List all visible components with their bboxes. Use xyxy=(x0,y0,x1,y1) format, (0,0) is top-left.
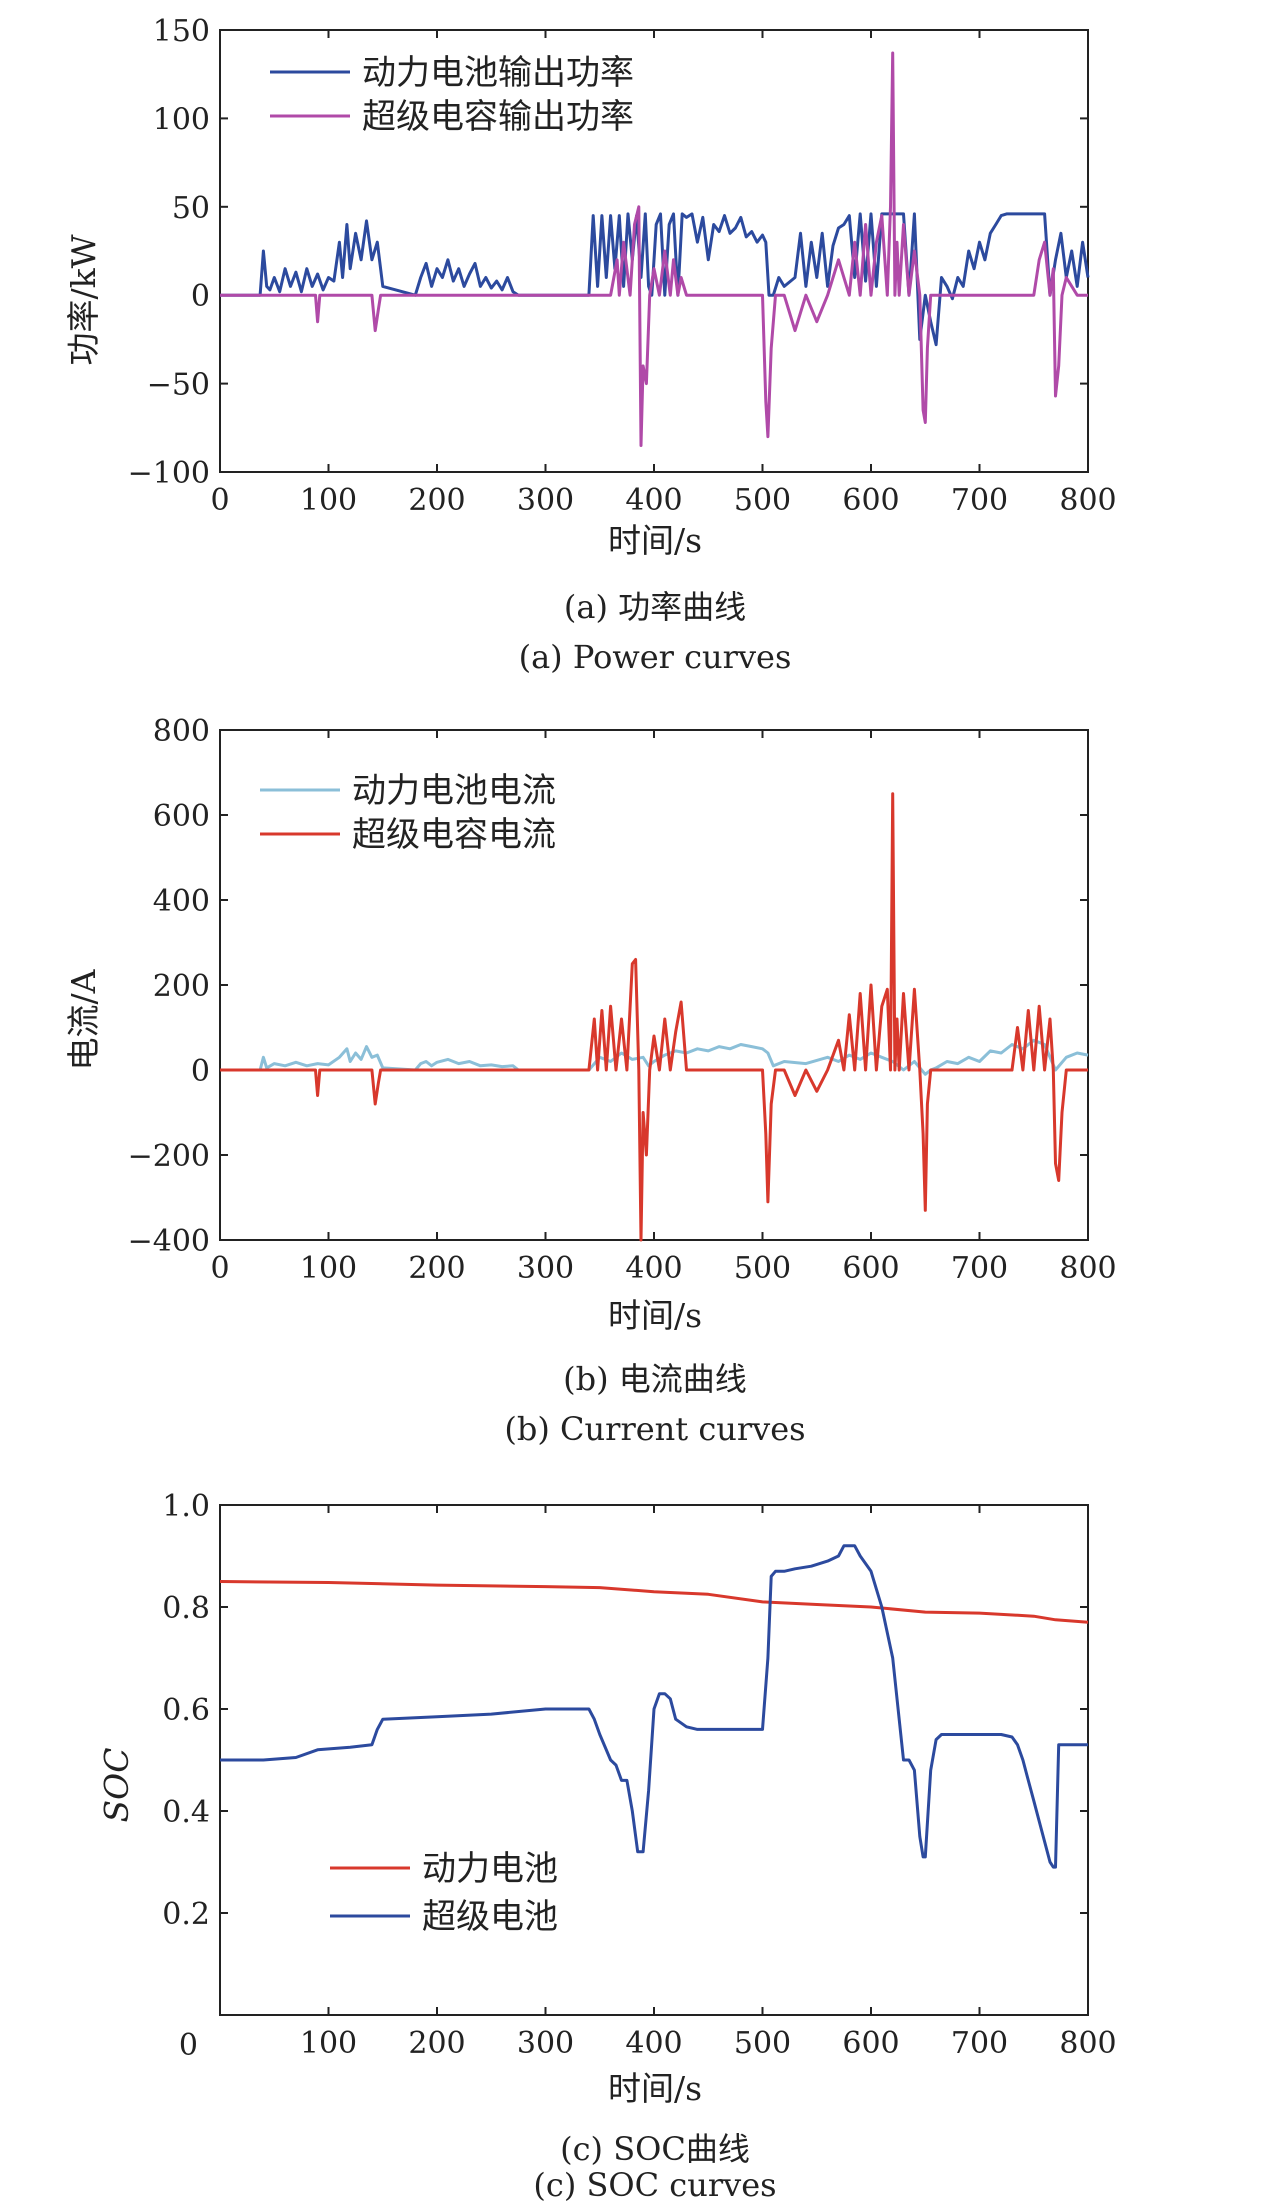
power-ytick-label: 150 xyxy=(153,14,210,49)
power-xtick-label: 300 xyxy=(517,483,574,518)
power-chart-caption-cn: (a) 功率曲线 xyxy=(564,588,746,626)
current-plot-frame xyxy=(219,729,1089,1241)
soc-plot-frame xyxy=(219,1504,1089,2016)
soc-series-1-line xyxy=(219,1580,1089,1624)
power-series-2-line xyxy=(220,51,1088,447)
power-xtick-label: 700 xyxy=(951,483,1008,518)
current-xtick-label: 400 xyxy=(625,1251,682,1286)
current-xtick-label: 700 xyxy=(951,1251,1008,1286)
soc-ytick-label: 0.4 xyxy=(162,1795,210,1830)
power-ytick-label: 0 xyxy=(191,279,210,314)
current-ytick-label: 400 xyxy=(153,884,210,919)
power-xtick-label: 200 xyxy=(408,483,465,518)
soc-ytick-label: 1.0 xyxy=(162,1489,210,1524)
current-xtick-label: 100 xyxy=(300,1251,357,1286)
soc-xtick-label: 700 xyxy=(951,2026,1008,2061)
current-ytick-label: 800 xyxy=(153,714,210,749)
soc-chart-xlabel: 时间/s xyxy=(608,2069,702,2108)
power-legend-label-2: 超级电容输出功率 xyxy=(362,97,634,137)
current-ytick-label: −400 xyxy=(128,1224,210,1259)
soc-chart-caption-en: (c) SOC curves xyxy=(533,2166,776,2203)
current-ytick-label: 600 xyxy=(153,799,210,834)
current-ytick-label: −200 xyxy=(128,1139,210,1174)
power-chart-ylabel: 功率/kW xyxy=(64,234,103,365)
power-ytick-label: 100 xyxy=(153,102,210,137)
current-chart-caption-cn: (b) 电流曲线 xyxy=(563,1360,747,1398)
current-ytick-label: 0 xyxy=(191,1054,210,1089)
power-ytick-label: −50 xyxy=(147,368,210,403)
current-chart-xlabel: 时间/s xyxy=(608,1296,702,1335)
power-xtick-label: 400 xyxy=(625,483,682,518)
soc-ytick-label: 0.2 xyxy=(162,1897,210,1932)
power-chart: 0 100 200 300 400 500 600 700 800 −100 −50 0 50 100 15… xyxy=(128,14,1117,518)
soc-chart-ylabel: SOC xyxy=(97,1748,136,1823)
current-xtick-label: 500 xyxy=(734,1251,791,1286)
power-ytick-label: −100 xyxy=(128,456,210,491)
power-series-1-line xyxy=(220,212,1090,347)
current-chart: 0 100 200 300 400 500 600 700 800 −400 −200 0 200 400… xyxy=(128,714,1117,1286)
soc-xtick-label: 200 xyxy=(408,2026,465,2061)
power-xtick-label: 0 xyxy=(210,483,229,518)
current-chart-ylabel: 电流/A xyxy=(64,968,103,1070)
soc-xtick-label: 600 xyxy=(842,2026,899,2061)
current-ytick-label: 200 xyxy=(153,969,210,1004)
current-xtick-label: 600 xyxy=(842,1251,899,1286)
power-legend-label-1: 动力电池输出功率 xyxy=(362,53,634,93)
power-ytick-label: 50 xyxy=(172,191,210,226)
power-xtick-label: 500 xyxy=(734,483,791,518)
soc-xtick-label: 100 xyxy=(300,2026,357,2061)
soc-xtick-label: 800 xyxy=(1059,2026,1116,2061)
power-xtick-label: 600 xyxy=(842,483,899,518)
current-legend-label-1: 动力电池电流 xyxy=(352,771,556,811)
current-chart-caption-en: (b) Current curves xyxy=(504,1410,805,1448)
current-xtick-label: 800 xyxy=(1059,1251,1116,1286)
soc-ytick-label: 0.8 xyxy=(162,1591,210,1626)
soc-legend-label-2: 超级电池 xyxy=(422,1897,558,1937)
current-xtick-label: 200 xyxy=(408,1251,465,1286)
current-series-2-line xyxy=(220,792,1088,1242)
soc-xtick-label: 500 xyxy=(734,2026,791,2061)
soc-origin-label: 0 xyxy=(179,2028,198,2063)
soc-chart-caption-cn: (c) SOC曲线 xyxy=(560,2130,750,2168)
current-legend-label-2: 超级电容电流 xyxy=(352,815,556,855)
power-chart-xlabel: 时间/s xyxy=(608,521,702,560)
soc-chart: 100 200 300 400 500 600 700 800 0.2 0.4 0.6 0.8 1.0 0… xyxy=(162,1489,1116,2063)
current-xtick-label: 0 xyxy=(210,1251,229,1286)
power-chart-caption-en: (a) Power curves xyxy=(519,638,792,676)
power-xtick-label: 800 xyxy=(1059,483,1116,518)
current-xtick-label: 300 xyxy=(517,1251,574,1286)
power-xtick-label: 100 xyxy=(300,483,357,518)
soc-xtick-label: 400 xyxy=(625,2026,682,2061)
soc-legend-label-1: 动力电池 xyxy=(422,1849,558,1889)
soc-xtick-label: 300 xyxy=(517,2026,574,2061)
soc-ytick-label: 0.6 xyxy=(162,1693,210,1728)
soc-series-2-line xyxy=(220,1544,1088,1869)
